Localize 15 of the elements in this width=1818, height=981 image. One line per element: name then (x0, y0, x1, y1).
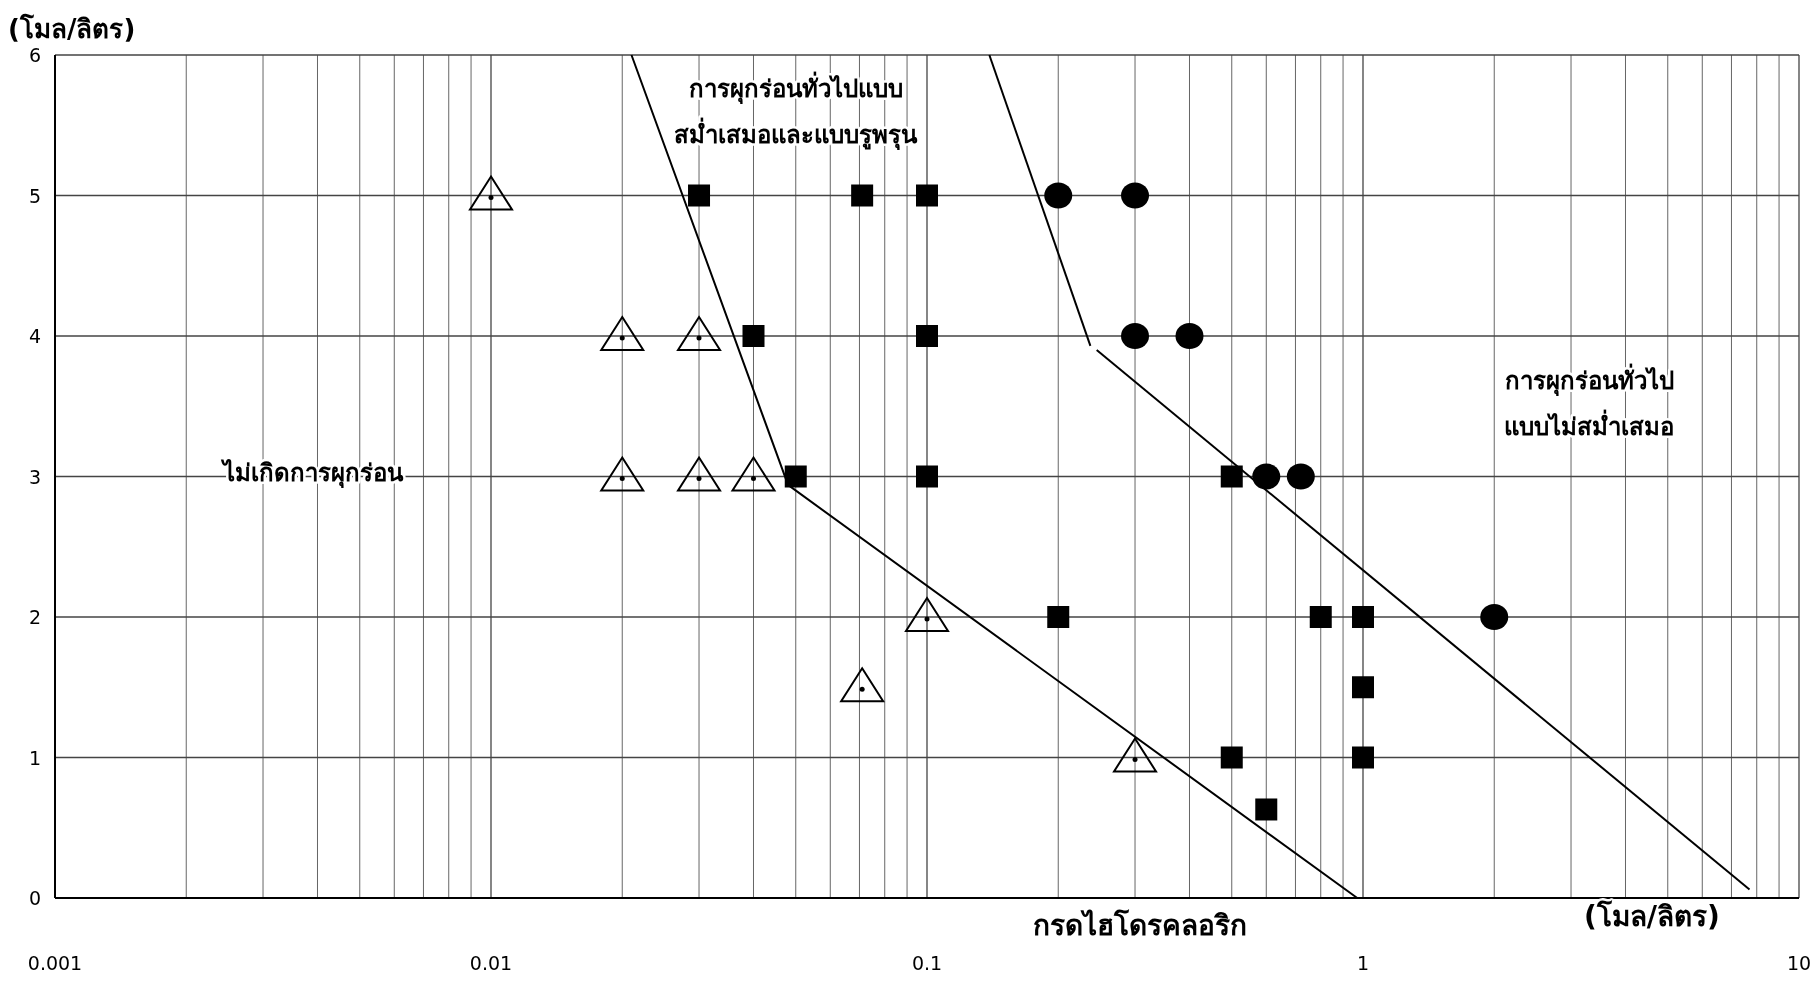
x-tick-label: 0.1 (911, 952, 943, 974)
y-tick-label: 6 (28, 44, 41, 66)
text: (โมล/ลิตร) (1584, 899, 1720, 934)
x-tick-label: 10 (1786, 952, 1812, 974)
y-tick-label: 3 (28, 465, 41, 488)
y-tick-label: 4 (28, 325, 41, 347)
y-tick-label: 1 (28, 746, 41, 769)
y-tick-label: 5 (28, 184, 41, 207)
x-tick-label: 0.01 (469, 952, 513, 974)
y-tick-label: 0 (28, 887, 41, 909)
y-tick-label: 2 (28, 606, 41, 628)
x-tick-label: 0.001 (27, 952, 83, 974)
x-axis-title: กรดไฮโดรคลอริก (1033, 908, 1247, 942)
y-axis-title: (โมล/ลิตร) (8, 13, 136, 44)
x-tick-label: 1 (1356, 952, 1370, 974)
